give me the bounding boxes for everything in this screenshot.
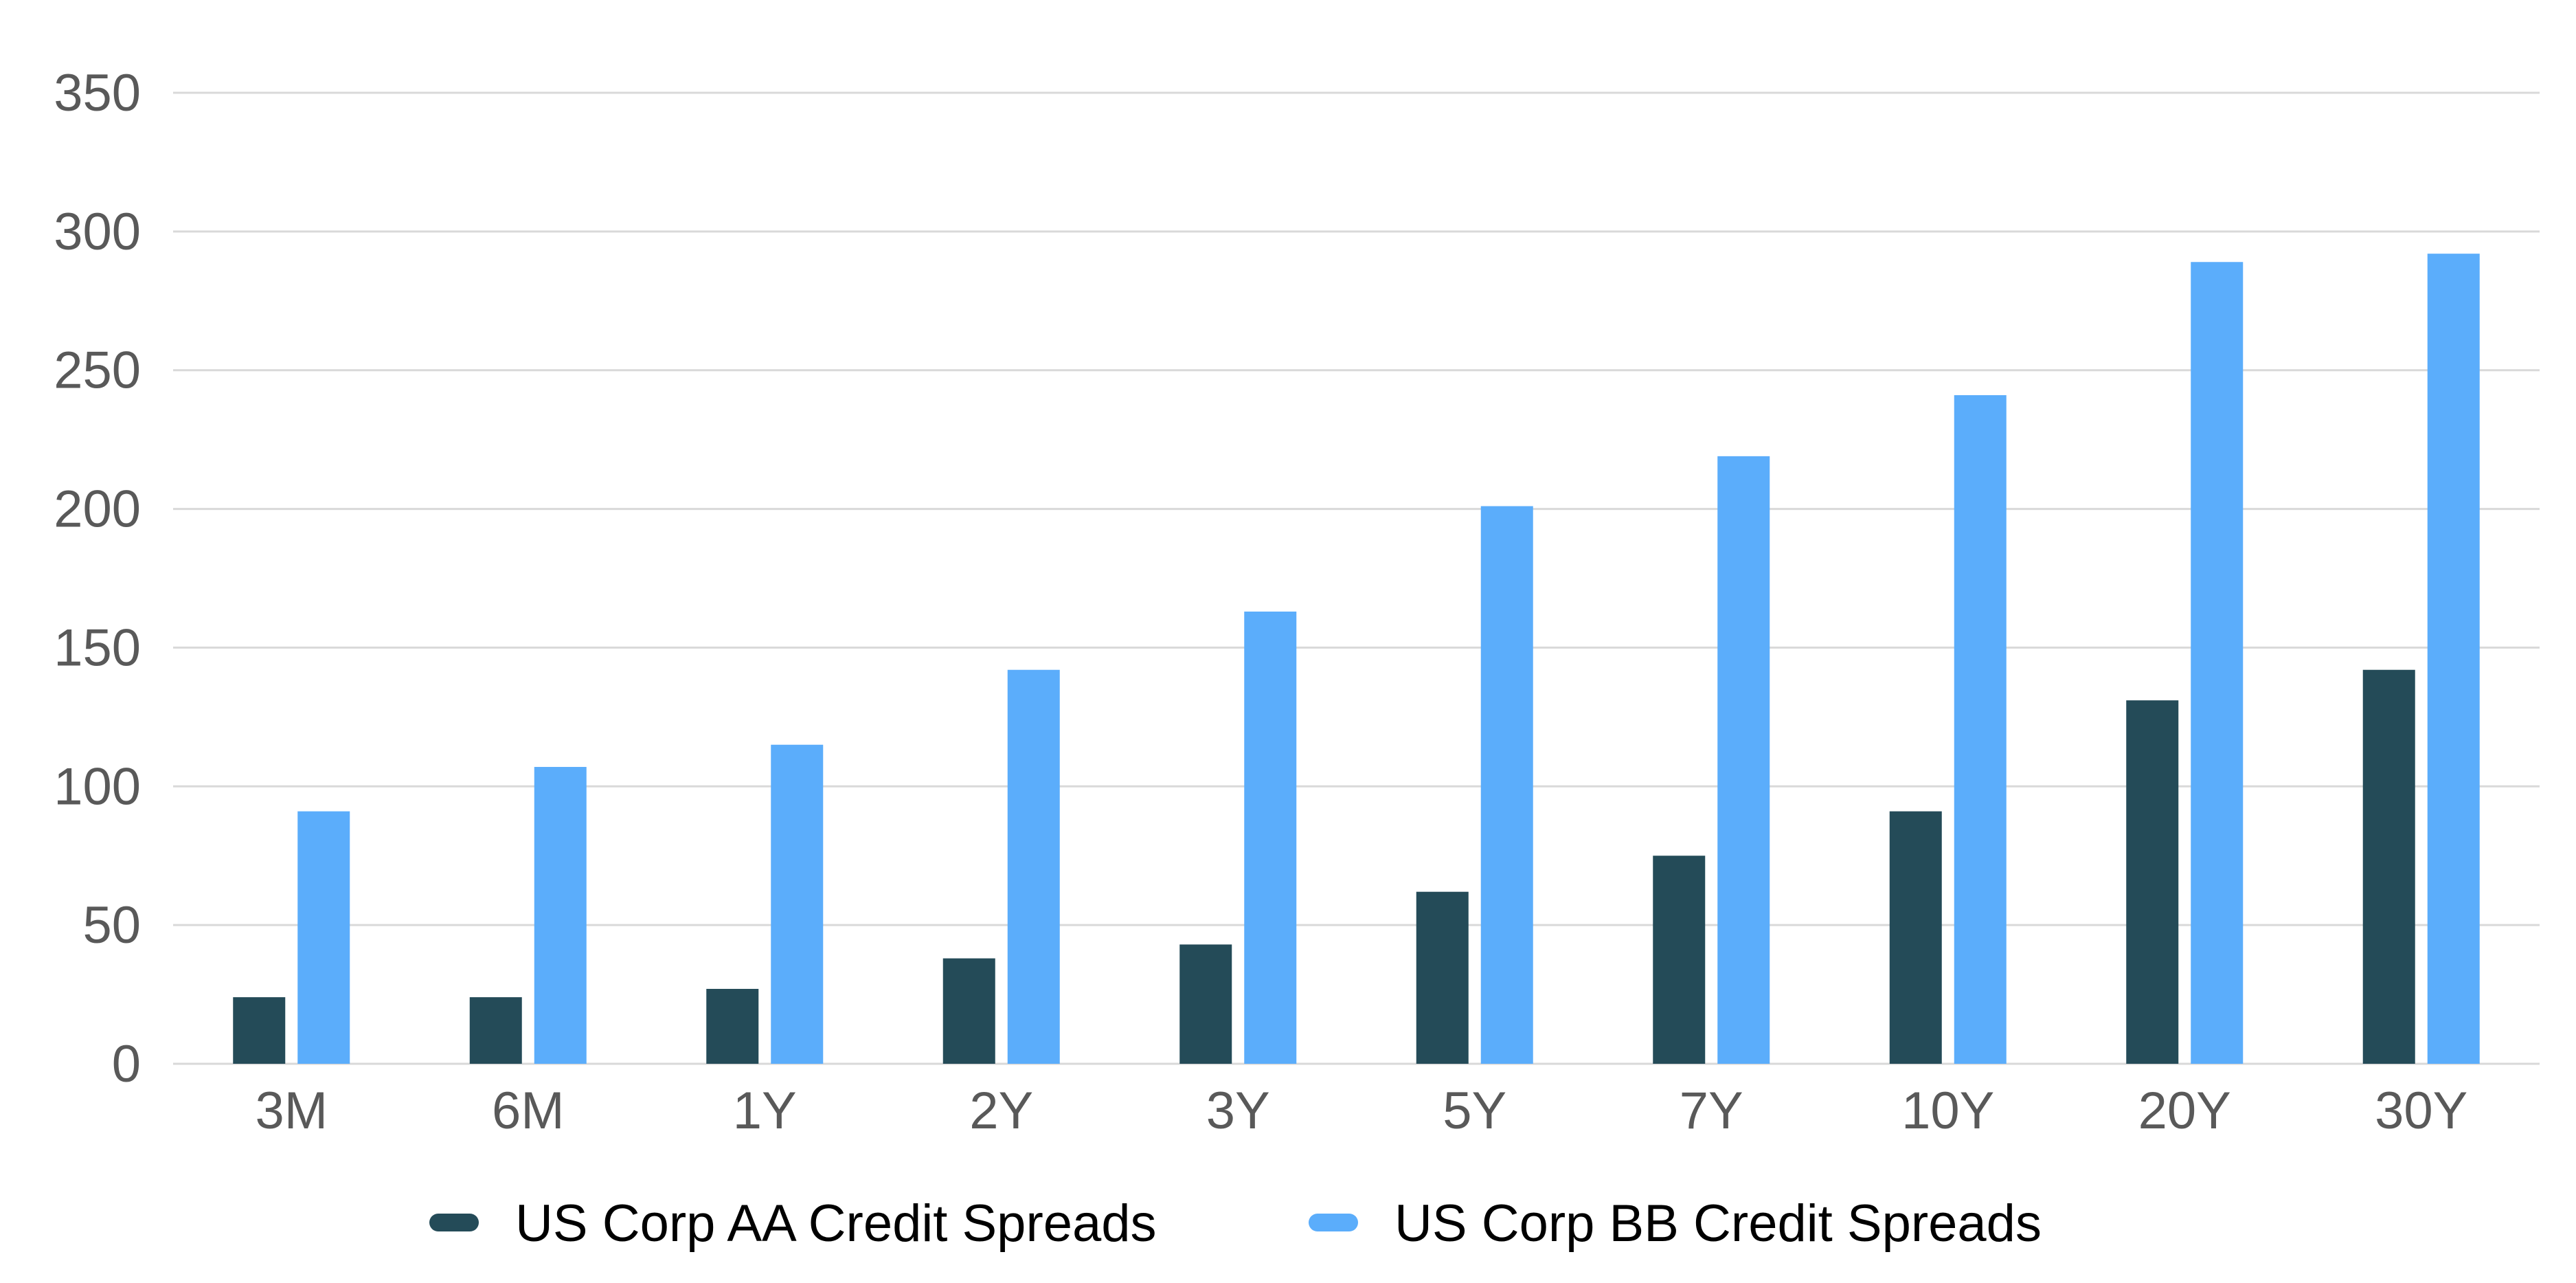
x-tick-label: 3M — [255, 1082, 328, 1140]
legend-swatch-bb — [1309, 1214, 1358, 1231]
bar-bb-2Y — [1007, 669, 1060, 1064]
x-tick-label: 7Y — [1680, 1082, 1743, 1140]
bar-bb-30Y — [2427, 254, 2480, 1064]
y-tick-label: 50 — [82, 896, 141, 955]
bar-bb-3M — [297, 811, 350, 1064]
x-tick-label: 5Y — [1443, 1082, 1506, 1140]
y-tick-label: 300 — [54, 203, 141, 261]
bar-aa-1Y — [706, 988, 759, 1064]
bar-bb-6M — [534, 767, 587, 1064]
y-tick-label: 350 — [54, 64, 141, 122]
bar-bb-10Y — [1954, 395, 2007, 1064]
y-tick-label: 0 — [112, 1035, 141, 1093]
x-tick-label: 20Y — [2138, 1082, 2231, 1140]
y-tick-label: 100 — [54, 757, 141, 816]
bar-aa-20Y — [2126, 700, 2179, 1064]
bar-aa-10Y — [1889, 811, 1942, 1064]
bar-aa-2Y — [942, 958, 995, 1064]
bar-bb-20Y — [2191, 262, 2244, 1064]
bar-aa-6M — [469, 997, 522, 1064]
x-tick-label: 6M — [492, 1082, 565, 1140]
bar-aa-3M — [233, 997, 286, 1064]
y-tick-label: 250 — [54, 342, 141, 400]
x-tick-label: 1Y — [733, 1082, 797, 1140]
y-tick-label: 200 — [54, 480, 141, 539]
x-tick-label: 30Y — [2375, 1082, 2467, 1140]
x-tick-label: 3Y — [1206, 1082, 1270, 1140]
bar-bb-7Y — [1717, 456, 1770, 1064]
bar-bb-5Y — [1480, 506, 1533, 1064]
legend-swatch-aa — [429, 1214, 479, 1231]
legend-label-aa: US Corp AA Credit Spreads — [515, 1194, 1157, 1253]
bar-aa-30Y — [2362, 669, 2415, 1064]
bar-aa-3Y — [1179, 944, 1232, 1064]
x-tick-label: 10Y — [1901, 1082, 1994, 1140]
bar-aa-7Y — [1653, 856, 1706, 1064]
x-tick-label: 2Y — [969, 1082, 1033, 1140]
y-tick-label: 150 — [54, 618, 141, 677]
legend-label-bb: US Corp BB Credit Spreads — [1394, 1194, 2042, 1253]
bar-bb-1Y — [771, 744, 824, 1064]
bar-bb-3Y — [1244, 611, 1297, 1064]
bar-aa-5Y — [1416, 891, 1469, 1064]
